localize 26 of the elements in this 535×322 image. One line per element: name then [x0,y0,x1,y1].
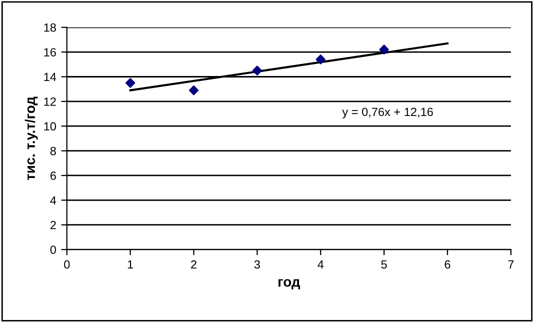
x-tick-label: 7 [508,260,514,269]
x-tick-label: 4 [318,260,324,269]
y-tick-label: 2 [50,220,56,230]
y-tick-label: 4 [50,196,56,204]
y-tick-label: 8 [50,146,56,156]
x-tick-label: 0 [64,260,70,269]
x-tick-label: 2 [191,260,196,269]
y-tick-label: 12 [44,97,56,106]
point [125,78,136,88]
y-tick-label: 18 [44,23,56,32]
y-tick-label: 14 [44,72,56,82]
x-tick-label: 1 [128,260,134,269]
x-tick-label: 3 [254,260,260,269]
point [252,66,262,76]
y-tick-label: 16 [44,48,56,56]
x-tick-label: 6 [444,260,450,269]
point [316,54,326,64]
y-tick-label: 0 [50,246,56,254]
annotation: y = 0,76x + 12,16 [342,108,433,118]
y-axis-title: тис. т.у.т/год [24,96,38,180]
y-tick-label: 6 [50,172,56,180]
x-axis-title: год [278,279,300,290]
y-tick-label: 10 [44,122,56,131]
point [379,44,389,54]
point [188,85,199,96]
x-tick-label: 5 [381,260,387,269]
